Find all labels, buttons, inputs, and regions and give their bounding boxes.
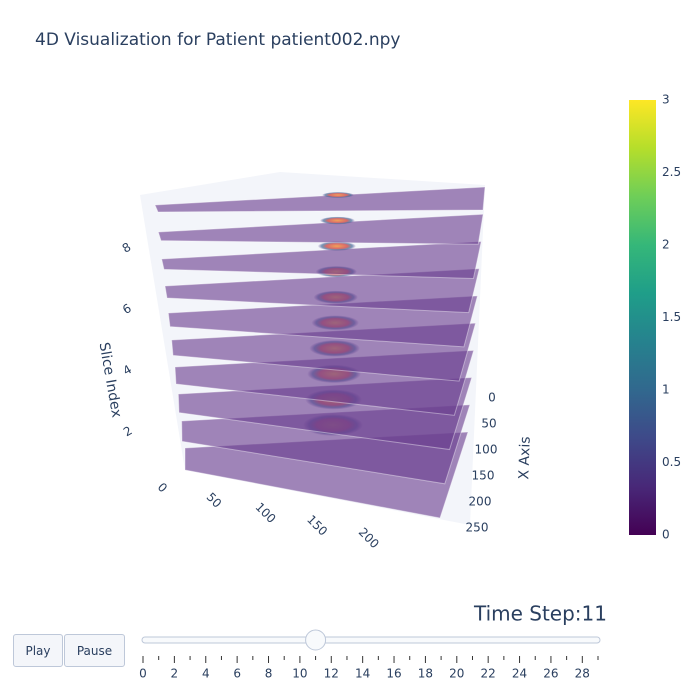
y-tick-label: 100 [253,500,279,526]
colorbar-tick-label: 3 [662,93,670,107]
y-tick-label: 150 [304,512,330,538]
z-tick-label: 2 [121,423,135,439]
slider-tick-label: 14 [355,667,370,681]
x-tick-label: 250 [466,521,489,535]
colorbar-tick-label: 0 [662,528,670,542]
chart-title: 4D Visualization for Patient patient002.… [35,30,400,50]
slider-tick-label: 16 [386,667,401,681]
z-tick-label: 8 [120,240,134,256]
colorbar-tick-label: 0.5 [662,455,681,469]
pause-button[interactable]: Pause [64,634,125,667]
slice-plane [161,240,482,279]
slider-tick-label: 12 [324,667,339,681]
slider-tick-label: 22 [481,667,496,681]
y-tick-label: 50 [204,490,225,511]
colorbar-tick-label: 2 [662,238,670,252]
slider-knob[interactable] [305,629,327,651]
slice-plane [154,186,486,213]
slider-tick-label: 8 [265,667,273,681]
slider-tick-label: 6 [233,667,241,681]
y-tick-label: 200 [356,525,382,551]
slider-tick-label: 26 [543,667,558,681]
slider-tick-label: 10 [292,667,307,681]
x-tick-label: 0 [488,391,496,405]
x-tick-label: 200 [469,495,492,509]
slider-tick-label: 4 [202,667,210,681]
x-tick-label: 150 [472,469,495,483]
x-tick-label: 50 [481,417,496,431]
slider-tick-label: 2 [171,667,179,681]
colorbar-tick-label: 1.5 [662,310,681,324]
slider-tick-label: 18 [418,667,433,681]
z-tick-label: 6 [120,301,134,317]
slice-plane [157,213,484,245]
slice-blob [322,192,354,198]
slider-current-label: Time Step:11 [473,602,607,626]
slice-blob [317,241,356,251]
slider-tick-label: 28 [575,667,590,681]
colorbar [629,100,656,535]
slider-tick-label: 0 [139,667,147,681]
z-axis-title: Slice Index [96,341,125,419]
z-tick-label: 4 [121,362,135,378]
y-tick-label: 0 [155,480,170,495]
x-tick-label: 100 [475,443,498,457]
slider-tick-label: 24 [512,667,527,681]
slice-blob [319,216,356,225]
colorbar-tick-label: 1 [662,383,670,397]
slider-tick-label: 20 [449,667,464,681]
x-axis-title: X Axis [516,436,533,480]
play-button[interactable]: Play [13,634,63,667]
colorbar-tick-label: 2.5 [662,165,681,179]
slider-track[interactable] [141,636,601,644]
